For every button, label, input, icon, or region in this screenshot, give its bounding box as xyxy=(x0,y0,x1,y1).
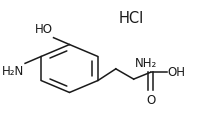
Text: O: O xyxy=(145,93,154,106)
Text: H₂N: H₂N xyxy=(2,65,24,78)
Text: HCl: HCl xyxy=(118,11,143,26)
Text: OH: OH xyxy=(167,66,185,79)
Text: NH₂: NH₂ xyxy=(134,57,156,70)
Text: HO: HO xyxy=(34,23,52,36)
